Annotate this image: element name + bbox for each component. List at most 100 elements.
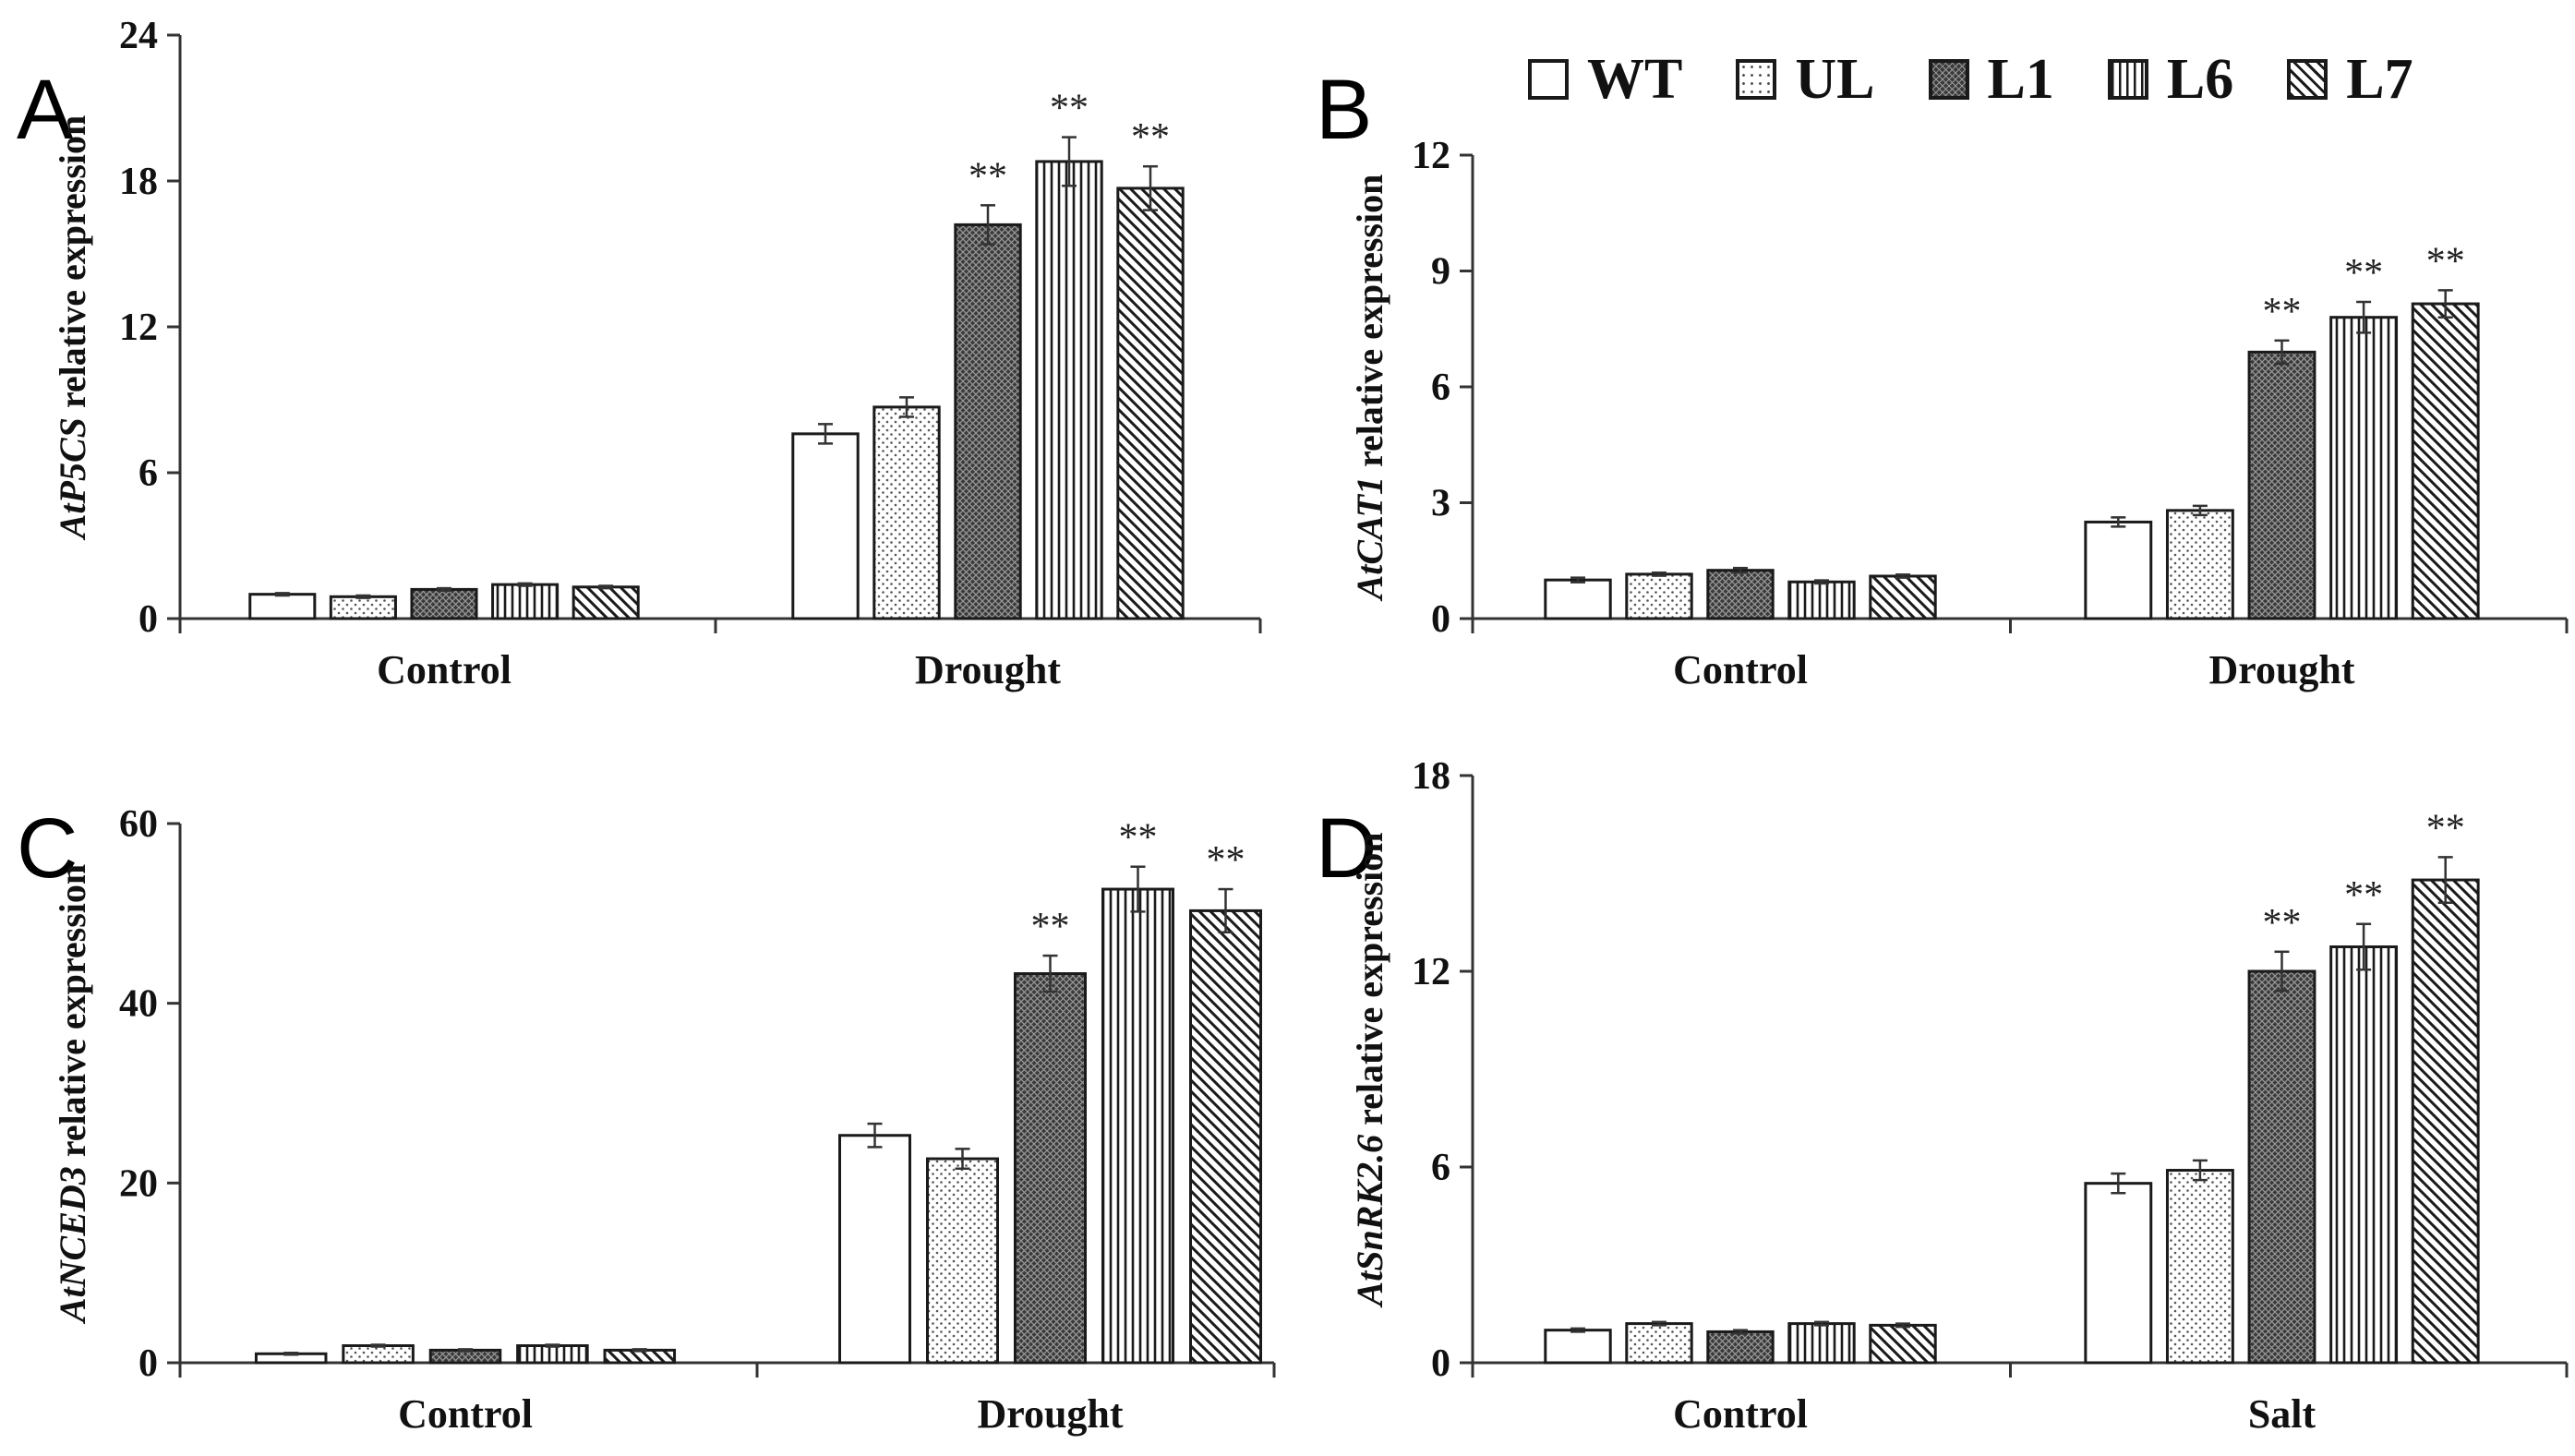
- panel-c-bar-wt-drought: [838, 1134, 911, 1365]
- panel-c-significance-l1: **: [1031, 906, 1070, 948]
- legend-item-l7: L7: [2287, 51, 2413, 108]
- legend-swatch-l1: [1928, 59, 1969, 100]
- panel-b-bar-wt-drought: [2084, 520, 2153, 620]
- panel-c-bar-ul-control: [342, 1344, 415, 1365]
- panel-c-category-label: Drought: [977, 1391, 1123, 1437]
- panel-a-bar-l1-drought: [954, 223, 1022, 620]
- panel-c-bar-l1-drought: [1014, 972, 1087, 1365]
- panel-a-y-tick-label: 12: [119, 307, 158, 349]
- panel-b-bar-l7-drought: [2411, 302, 2480, 620]
- panel-d-bar-wt-control: [1544, 1329, 1612, 1365]
- panel-b-bar-wt-control: [1544, 578, 1612, 620]
- panel-a-bar-wt-drought: [791, 432, 860, 620]
- panel-d-bar-l7-control: [1869, 1323, 1937, 1365]
- panel-d-category-label: Control: [1673, 1391, 1808, 1437]
- legend: WT UL L1 L6 L7: [1528, 42, 2467, 116]
- panel-b-bar-l7-control: [1869, 574, 1937, 620]
- panel-b: B 0 3 6 9 12 Control Drought AtCAT1 relative exp…: [1316, 63, 2569, 692]
- panel-d-y-tick-label: 12: [1412, 951, 1450, 993]
- panel-a-bar-l1-control: [410, 587, 478, 620]
- panel-c: C 0 20 40 60 Control Drought AtNCED3 relative e…: [17, 801, 1276, 1437]
- panel-c-y-tick-label: 40: [119, 983, 158, 1026]
- panel-b-y-tick-label: 3: [1431, 483, 1450, 525]
- panel-c-category-label: Control: [398, 1391, 533, 1437]
- panel-c-bar-l6-drought: [1101, 887, 1174, 1365]
- panel-b-y-tick-label: 6: [1431, 367, 1450, 409]
- panel-d-bar-ul-salt: [2165, 1169, 2234, 1365]
- panel-a: A 0 6 12 18 24 Control Drought AtP5CS relative e…: [17, 15, 1262, 692]
- panel-d-significance-l1: **: [2263, 902, 2302, 945]
- panel-c-bar-l6-control: [516, 1344, 589, 1365]
- legend-swatch-wt: [1528, 59, 1569, 100]
- panel-a-bar-l7-drought: [1116, 187, 1185, 620]
- panel-a-significance-l6: **: [1050, 88, 1089, 130]
- panel-a-bar-l6-control: [491, 583, 560, 620]
- panel-c-letter: C: [17, 801, 78, 896]
- panel-a-y-tick-label: 0: [138, 598, 158, 641]
- panel-a-y-tick-label: 18: [119, 161, 158, 203]
- panel-c-y-axis-label-gene: AtNCED3: [52, 1166, 93, 1325]
- legend-label-wt: WT: [1587, 48, 1683, 111]
- legend-item-l6: L6: [2107, 51, 2233, 108]
- panel-d-letter: D: [1316, 801, 1377, 896]
- panel-c-significance-l7: **: [1207, 839, 1245, 882]
- panel-d-bar-l1-salt: [2247, 969, 2316, 1365]
- legend-swatch-l7: [2287, 59, 2328, 100]
- panel-b-bar-ul-control: [1625, 572, 1693, 620]
- panel-d-y-tick-label: 6: [1431, 1147, 1450, 1189]
- panel-a-y-axis-label-rest: relative expression: [52, 115, 93, 417]
- panel-b-bar-l6-drought: [2329, 316, 2399, 620]
- panel-d-y-tick-label: 0: [1431, 1342, 1450, 1385]
- panel-b-significance-l6: **: [2344, 252, 2383, 295]
- panel-d-y-axis-label-rest: relative expression: [1349, 832, 1390, 1134]
- panel-a-bar-l7-control: [572, 585, 640, 620]
- legend-swatch-ul: [1736, 59, 1777, 100]
- panel-d-bar-l6-salt: [2329, 945, 2399, 1365]
- panel-b-significance-l7: **: [2426, 240, 2465, 283]
- panel-c-significance-l6: **: [1119, 817, 1158, 860]
- panel-b-y-tick-label: 12: [1412, 135, 1450, 177]
- panel-a-significance-l1: **: [969, 155, 1007, 198]
- panel-d-bar-ul-control: [1625, 1322, 1693, 1365]
- panel-b-y-axis-label: AtCAT1 relative expression: [1349, 174, 1390, 603]
- panel-c-y-tick-label: 0: [138, 1342, 158, 1385]
- panel-c-y-tick-label: 20: [119, 1162, 158, 1205]
- panel-a-category-label: Control: [377, 647, 511, 692]
- panel-a-y-axis-label-gene: AtP5CS: [52, 417, 93, 541]
- panel-d-bar-l6-control: [1787, 1322, 1856, 1365]
- panel-a-category-label: Drought: [915, 647, 1061, 692]
- panel-d-bar-l7-salt: [2411, 878, 2480, 1365]
- panel-d: D 0 6 12 18 Control Salt AtSnRK2.6 relative exp…: [1316, 755, 2569, 1437]
- panel-d-significance-l7: **: [2426, 807, 2465, 849]
- panel-b-bar-ul-drought: [2165, 509, 2234, 620]
- panel-c-bar-ul-drought: [926, 1157, 999, 1365]
- panel-b-bar-l1-control: [1706, 569, 1775, 620]
- panel-c-y-tick-label: 60: [119, 803, 158, 846]
- panel-a-bar-ul-control: [329, 595, 397, 620]
- panel-b-bar-l6-control: [1787, 580, 1856, 620]
- panel-a-significance-l7: **: [1131, 116, 1170, 159]
- legend-item-l1: L1: [1928, 48, 2054, 111]
- panel-b-bar-l1-drought: [2247, 350, 2316, 620]
- panel-a-letter: A: [17, 63, 74, 157]
- panel-d-y-axis-label-gene: AtSnRK2.6: [1349, 1135, 1390, 1309]
- panel-a-bar-l6-drought: [1035, 160, 1103, 620]
- legend-swatch-l6: [2107, 59, 2148, 100]
- panel-b-category-label: Drought: [2208, 647, 2354, 692]
- panel-d-bar-l1-control: [1706, 1330, 1775, 1365]
- panel-a-y-tick-label: 24: [119, 15, 158, 57]
- panel-b-letter: B: [1316, 63, 1372, 157]
- panel-d-category-label: Salt: [2248, 1391, 2316, 1437]
- legend-item-wt: WT: [1528, 51, 1682, 108]
- panel-d-y-tick-label: 18: [1412, 755, 1450, 798]
- panel-d-y-axis-label: AtSnRK2.6 relative expression: [1349, 832, 1390, 1308]
- legend-label-l1: L1: [1987, 48, 2054, 111]
- panel-a-bar-ul-drought: [872, 405, 941, 620]
- panel-a-y-axis-label: AtP5CS relative expression: [52, 115, 93, 542]
- panel-a-y-tick-label: 6: [138, 452, 158, 495]
- legend-label-l7: L7: [2346, 48, 2413, 111]
- legend-item-ul: UL: [1736, 51, 1875, 108]
- panel-b-category-label: Control: [1673, 647, 1808, 692]
- panel-d-bar-wt-salt: [2084, 1182, 2153, 1365]
